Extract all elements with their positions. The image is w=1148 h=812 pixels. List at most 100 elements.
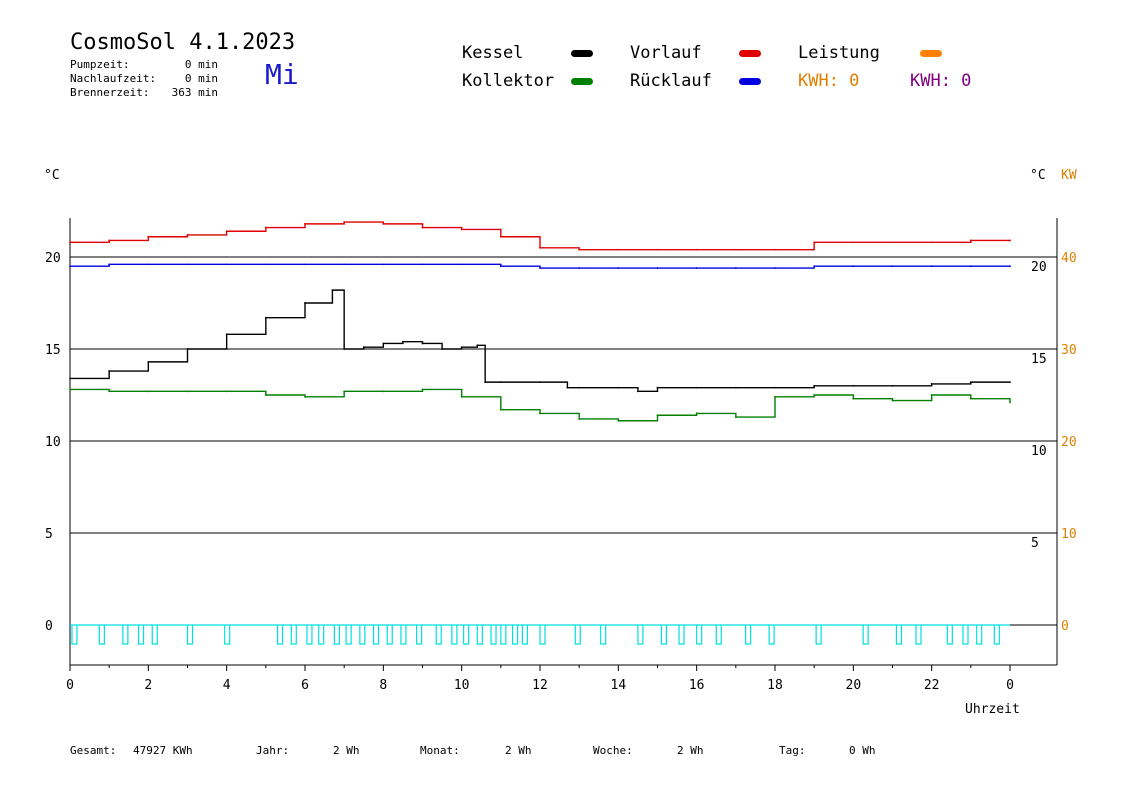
pump-pulse-11 (333, 625, 340, 645)
series-0-point-24 (1009, 239, 1011, 242)
series-2-point-10 (382, 342, 385, 345)
series-2-point-31 (969, 381, 972, 384)
series-3-point-18 (774, 395, 776, 398)
x-tick-label-8: 16 (689, 678, 705, 693)
series-3-point-16 (695, 412, 698, 415)
series-2-point-11 (402, 340, 404, 343)
series-0-point-14 (617, 248, 620, 251)
legend-kwh-total: KWH: 0 (910, 71, 972, 91)
series-3-point-24 (1009, 401, 1011, 404)
y-tick-kw-20: 20 (1061, 435, 1077, 450)
pump-pulse-12 (345, 625, 352, 645)
legend-kollektor-swatch (571, 78, 593, 85)
pump-pulse-35 (768, 625, 775, 645)
series-1-point-17 (734, 267, 737, 269)
series-0-point-4 (225, 230, 228, 233)
x-tick-label-11: 22 (924, 678, 940, 693)
right-axis-unit-kw: KW (1061, 168, 1077, 183)
series-0-point-11 (499, 235, 502, 238)
pump-pulse-23 (500, 625, 507, 645)
series-1-point-5 (264, 263, 267, 266)
series-line-0 (70, 221, 1010, 251)
footer-woche-value: 2 Wh (677, 744, 704, 757)
pump-pulse-28 (600, 625, 607, 645)
series-1-point-21 (891, 265, 894, 268)
x-tick-label-3: 6 (301, 678, 309, 693)
series-3-point-3 (186, 390, 189, 393)
series-1-point-23 (969, 265, 972, 268)
right-axis-unit-celsius: °C (1030, 168, 1046, 183)
left-axis-unit: °C (44, 168, 60, 183)
series-1-point-4 (225, 263, 228, 266)
x-tick-label-12: 0 (1006, 678, 1014, 693)
pump-pulse-37 (862, 625, 869, 645)
pump-pulse-3 (137, 625, 145, 645)
pump-pulse-15 (386, 625, 393, 645)
footer-monat-label: Monat: (420, 744, 460, 757)
series-3-point-15 (656, 414, 659, 417)
series-2-point-3 (186, 348, 189, 350)
series-0-point-15 (656, 248, 659, 251)
series-0-point-5 (264, 226, 267, 229)
pump-pulse-36 (815, 625, 822, 645)
series-1-point-0 (69, 265, 71, 268)
series-2-point-17 (499, 381, 502, 384)
legend-ruecklauf-swatch (739, 78, 761, 85)
y-tick-kw-30: 30 (1061, 343, 1077, 358)
pump-pulse-39 (915, 625, 922, 645)
legend-vorlauf: Vorlauf (630, 43, 702, 63)
series-0-point-9 (421, 226, 424, 229)
series-0-point-13 (578, 248, 581, 251)
series-2-point-15 (476, 344, 479, 347)
pump-pulse-4 (151, 625, 158, 645)
series-1-point-11 (499, 265, 502, 268)
x-tick-label-10: 20 (846, 678, 862, 693)
pump-pulse-32 (696, 625, 703, 645)
series-1-point-16 (695, 267, 698, 269)
series-3-point-2 (147, 390, 150, 393)
series-0-point-19 (813, 241, 816, 244)
series-2-point-21 (617, 386, 620, 389)
pumpzeit-label: Pumpzeit: (70, 58, 130, 71)
series-2-point-12 (421, 342, 424, 345)
series-2-point-20 (578, 386, 581, 389)
series-3-point-9 (421, 388, 424, 391)
series-1-point-7 (343, 263, 346, 266)
series-3-point-22 (930, 394, 933, 396)
series-0-point-18 (774, 248, 776, 251)
pump-pulse-43 (993, 625, 1000, 645)
series-1-point-10 (460, 263, 463, 266)
series-2-point-4 (225, 333, 228, 336)
series-2-point-22 (637, 390, 639, 393)
pump-pulse-7 (276, 625, 284, 645)
series-2-point-19 (566, 386, 569, 389)
footer-woche-label: Woche: (593, 744, 633, 757)
pump-pulse-30 (660, 625, 668, 645)
y-tick-right-10: 10 (1031, 444, 1047, 459)
series-2-point-2 (147, 360, 150, 363)
series-0-point-6 (304, 222, 306, 225)
y-tick-kw-40: 40 (1061, 251, 1077, 266)
series-2-point-1 (108, 370, 111, 372)
pump-pulse-41 (962, 625, 969, 645)
series-1-point-1 (108, 263, 111, 266)
pump-pulse-42 (976, 625, 983, 645)
series-line-1 (70, 263, 1010, 269)
series-3-point-11 (499, 408, 502, 411)
y-tick-left-15: 15 (45, 343, 61, 358)
series-3-point-8 (382, 390, 385, 393)
nachlaufzeit-value: 0 min (184, 72, 218, 85)
series-0-point-10 (460, 228, 463, 231)
series-1-point-13 (578, 267, 581, 269)
series-0-point-0 (69, 241, 71, 244)
legend-kwh-leistung: KWH: 0 (798, 71, 860, 91)
series-0-point-7 (343, 221, 346, 223)
legend-vorlauf-swatch (739, 50, 761, 57)
y-tick-left-0: 0 (45, 619, 53, 634)
series-0-point-22 (930, 241, 933, 244)
weekday-label: Mi (265, 58, 299, 91)
pump-pulse-5 (186, 625, 194, 645)
series-1-point-14 (617, 267, 620, 269)
series-1-point-6 (304, 263, 306, 266)
